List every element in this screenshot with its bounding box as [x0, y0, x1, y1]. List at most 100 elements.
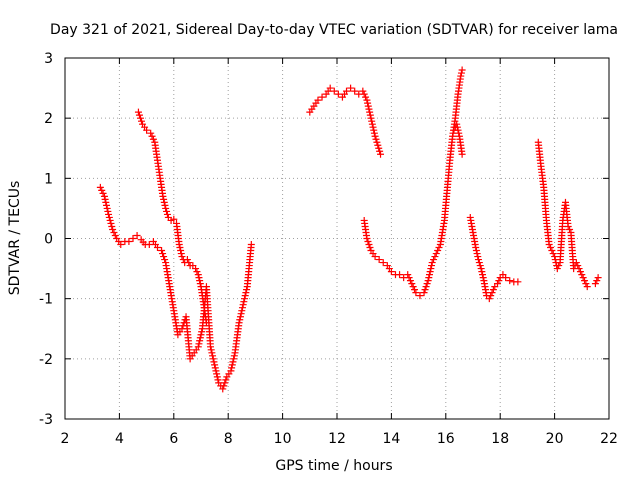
data-point: [196, 337, 204, 345]
data-point: [591, 280, 599, 288]
data-point: [240, 298, 248, 306]
data-point: [219, 385, 227, 393]
data-point: [423, 280, 431, 288]
data-point: [408, 280, 416, 288]
y-tick-label: 1: [44, 171, 53, 187]
y-tick-label: 2: [44, 111, 53, 127]
data-point: [108, 222, 116, 230]
data-point: [416, 292, 424, 300]
data-point: [362, 93, 370, 101]
data-point: [364, 102, 372, 110]
data-point: [318, 93, 326, 101]
data-point: [396, 271, 404, 279]
data-point: [314, 96, 322, 104]
data-point: [457, 72, 465, 80]
x-tick-label: 22: [600, 431, 618, 447]
y-tick-label: 3: [44, 51, 53, 67]
data-point: [432, 250, 440, 258]
data-point: [371, 253, 379, 261]
data-point: [376, 147, 384, 155]
data-point: [102, 198, 110, 206]
data-point: [377, 150, 385, 158]
data-point: [514, 278, 522, 286]
data-point: [109, 225, 117, 233]
data-point: [487, 292, 495, 300]
data-point: [421, 286, 429, 294]
data-point: [110, 228, 118, 236]
data-points: [96, 66, 602, 393]
data-point: [363, 96, 371, 104]
data-point: [368, 117, 376, 125]
data-point: [564, 222, 572, 230]
data-point: [229, 358, 237, 366]
data-point: [196, 277, 204, 285]
data-point: [163, 207, 171, 215]
data-point: [194, 271, 202, 279]
data-point: [420, 289, 428, 297]
data-point: [161, 256, 169, 264]
data-point: [125, 238, 133, 246]
data-point: [373, 138, 381, 146]
data-point: [477, 265, 485, 273]
data-point: [453, 120, 461, 128]
data-point: [548, 247, 556, 255]
data-point: [372, 135, 380, 143]
data-point: [159, 192, 167, 200]
data-point: [366, 244, 374, 252]
data-point: [193, 268, 201, 276]
data-point: [502, 274, 510, 282]
data-point: [211, 361, 219, 369]
data-point: [220, 382, 228, 390]
data-point: [409, 283, 417, 291]
data-point: [162, 204, 170, 212]
data-point: [506, 277, 514, 285]
data-point: [196, 280, 204, 288]
data-point: [579, 274, 587, 282]
data-point: [412, 289, 420, 297]
data-point: [163, 210, 171, 218]
data-point: [478, 268, 486, 276]
data-point: [364, 99, 372, 107]
data-point: [368, 120, 376, 128]
data-point: [435, 244, 443, 252]
data-point: [434, 247, 442, 255]
data-point: [475, 259, 483, 267]
data-point: [379, 259, 387, 267]
y-tick-label: -3: [39, 412, 53, 428]
x-tick-label: 10: [274, 431, 292, 447]
data-point: [239, 301, 247, 309]
data-point: [176, 244, 184, 252]
data-point: [370, 126, 378, 134]
data-point: [185, 259, 193, 267]
data-point: [100, 192, 108, 200]
data-point: [197, 331, 205, 339]
data-point: [428, 259, 436, 267]
data-point: [479, 274, 487, 282]
data-point: [192, 265, 200, 273]
data-point: [177, 247, 185, 255]
data-point: [195, 274, 203, 282]
data-point: [160, 195, 168, 203]
data-point: [583, 283, 591, 291]
data-point: [153, 244, 161, 252]
data-point: [425, 274, 433, 282]
data-point: [228, 364, 236, 372]
data-point: [243, 286, 251, 294]
data-point: [111, 231, 119, 239]
x-tick-label: 20: [546, 431, 564, 447]
data-point: [387, 268, 395, 276]
x-tick-label: 12: [328, 431, 346, 447]
data-point: [145, 241, 153, 249]
data-point: [431, 253, 439, 261]
data-point: [370, 129, 378, 137]
data-point: [117, 241, 125, 249]
data-point: [170, 215, 178, 223]
data-point: [106, 216, 114, 224]
x-tick-label: 6: [169, 431, 178, 447]
data-point: [572, 259, 580, 267]
data-point: [102, 201, 110, 209]
data-point: [135, 111, 143, 119]
data-point: [159, 250, 167, 258]
data-point: [161, 201, 169, 209]
